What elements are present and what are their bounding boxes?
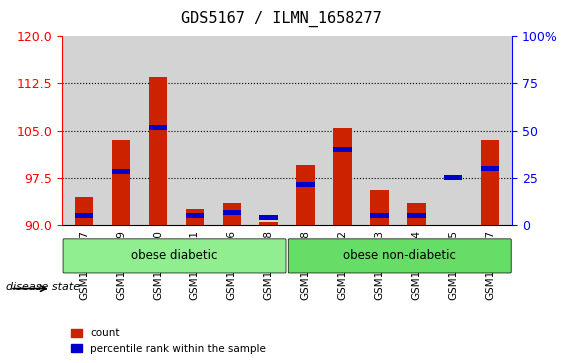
Bar (149, 77, 167, 225)
Text: GDS5167 / ILMN_1658277: GDS5167 / ILMN_1658277 (181, 11, 382, 27)
Text: obese diabetic: obese diabetic (131, 249, 218, 262)
Bar (149, 125, 167, 130)
Bar (112, 169, 130, 174)
Bar (260, 222, 278, 225)
Bar (333, 147, 352, 152)
Bar (260, 215, 278, 220)
Bar (112, 140, 130, 225)
Bar (75, 213, 93, 218)
Bar (222, 210, 241, 215)
Bar (333, 127, 352, 225)
Bar (186, 209, 204, 225)
Text: obese non-diabetic: obese non-diabetic (343, 249, 456, 262)
Bar (370, 191, 388, 225)
Bar (481, 140, 499, 225)
Bar (370, 213, 388, 218)
FancyBboxPatch shape (288, 239, 511, 273)
Bar (481, 166, 499, 171)
Bar (222, 203, 241, 225)
Bar (296, 165, 315, 225)
Bar (75, 197, 93, 225)
Bar (296, 182, 315, 187)
FancyBboxPatch shape (63, 239, 286, 273)
Legend: count, percentile rank within the sample: count, percentile rank within the sample (67, 324, 270, 358)
Bar (407, 213, 426, 218)
Bar (444, 175, 462, 180)
Bar (186, 213, 204, 218)
Bar (407, 203, 426, 225)
Bar (444, 225, 462, 241)
Text: disease state: disease state (6, 282, 80, 292)
